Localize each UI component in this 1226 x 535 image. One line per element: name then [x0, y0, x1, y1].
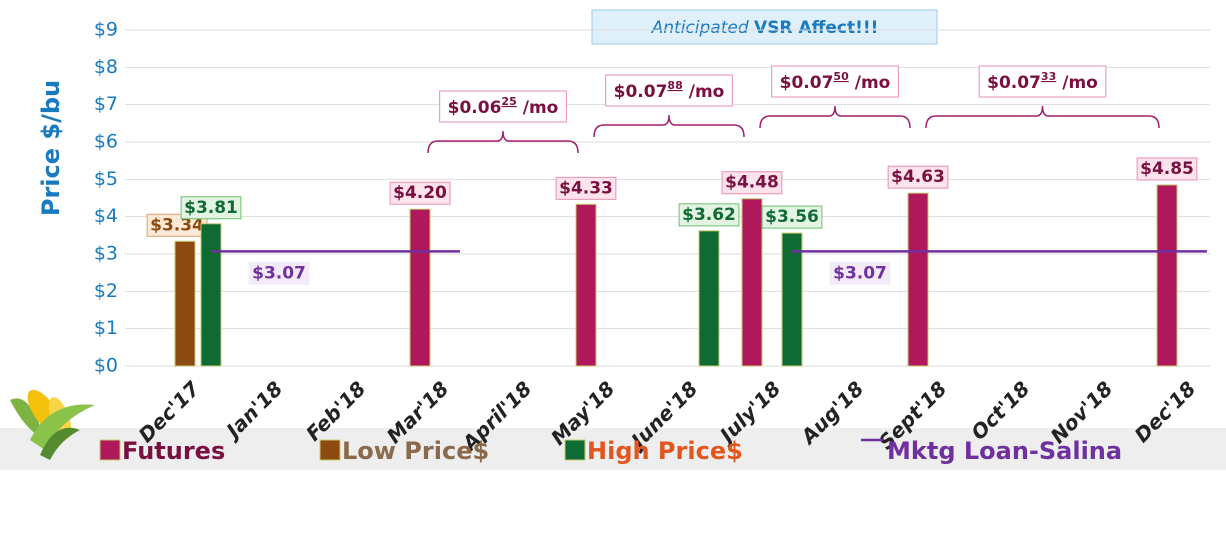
brace-unit: /mo — [689, 82, 725, 102]
data-label: $3.07 — [833, 263, 887, 283]
brace-unit: /mo — [523, 98, 559, 118]
legend-band — [0, 428, 1226, 470]
bar — [1156, 184, 1178, 367]
brace-label-box — [439, 90, 567, 123]
y-tick-label: $5 — [94, 168, 118, 190]
legend-swatch — [564, 439, 586, 461]
bar — [174, 240, 196, 367]
data-label: $4.33 — [559, 178, 613, 198]
data-label-box — [389, 181, 451, 205]
y-tick-label: $4 — [94, 205, 118, 227]
brace — [593, 114, 745, 138]
annotation-bold: VSR Affect!!! — [754, 18, 878, 38]
brace-main: $0.07 — [780, 73, 834, 93]
bar — [907, 192, 929, 367]
y-tick-label: $7 — [94, 93, 118, 115]
data-label: $3.34 — [150, 215, 204, 235]
data-label: $4.63 — [891, 167, 945, 187]
data-label-box — [829, 261, 891, 285]
data-label-box — [887, 165, 949, 189]
y-tick-label: $3 — [94, 243, 118, 265]
brace-main: $0.06 — [448, 98, 502, 118]
brace — [925, 105, 1160, 129]
data-label: $4.85 — [1140, 159, 1194, 179]
y-tick-label: $9 — [94, 19, 118, 41]
legend-label: Futures — [122, 437, 225, 465]
bar — [575, 203, 597, 367]
bar — [781, 232, 803, 367]
data-label: $3.56 — [765, 207, 819, 227]
data-label-box — [1136, 157, 1198, 181]
bar — [409, 208, 431, 367]
y-tick-label: $1 — [94, 317, 118, 339]
brace-sup: 33 — [1041, 70, 1056, 83]
brace-label: $0.0733/mo — [987, 70, 1098, 93]
brace-label-box — [771, 65, 899, 98]
data-label-box — [555, 176, 617, 200]
legend-swatch — [99, 439, 121, 461]
data-label-box — [678, 203, 740, 227]
y-tick-label: $0 — [94, 355, 118, 377]
brace-main: $0.07 — [987, 73, 1041, 93]
y-tick-label: $8 — [94, 56, 118, 78]
annotation-italic: Anticipated — [651, 18, 749, 38]
brace-sup: 25 — [501, 95, 516, 108]
y-axis-title: Price $/bu — [37, 80, 65, 216]
y-tick-label: $2 — [94, 280, 118, 302]
bar — [698, 230, 720, 367]
annotation-box — [591, 9, 938, 45]
brace-unit: /mo — [1062, 73, 1098, 93]
brace-label-box — [605, 74, 733, 107]
bar — [741, 198, 763, 367]
legend-swatch — [319, 439, 341, 461]
annotation: Anticipated VSR Affect!!! — [651, 18, 879, 38]
brace — [759, 105, 911, 129]
brace-main: $0.07 — [614, 82, 668, 102]
y-tick-label: $6 — [94, 131, 118, 153]
data-label-box — [721, 171, 783, 195]
data-label: $4.48 — [725, 173, 779, 193]
brace-sup: 88 — [667, 79, 682, 92]
data-label: $3.81 — [184, 198, 238, 218]
corn-icon — [10, 389, 95, 460]
brace-sup: 50 — [833, 70, 849, 83]
bar — [200, 223, 222, 367]
brace — [427, 130, 579, 154]
data-label-box — [248, 261, 310, 285]
data-label: $3.62 — [682, 205, 736, 225]
data-label: $3.07 — [252, 263, 306, 283]
legend-label: Mktg Loan-Salina — [887, 437, 1122, 465]
data-label-box — [761, 205, 823, 229]
brace-label: $0.0750/mo — [780, 70, 891, 93]
data-label-box — [180, 196, 242, 220]
brace-label-box — [978, 65, 1107, 98]
brace-unit: /mo — [855, 73, 891, 93]
data-label: $4.20 — [393, 183, 447, 203]
legend-label: Low Price$ — [342, 437, 489, 465]
brace-label: $0.0788/mo — [614, 79, 725, 102]
legend-label: High Price$ — [587, 437, 743, 465]
brace-label: $0.0625/mo — [448, 95, 559, 118]
